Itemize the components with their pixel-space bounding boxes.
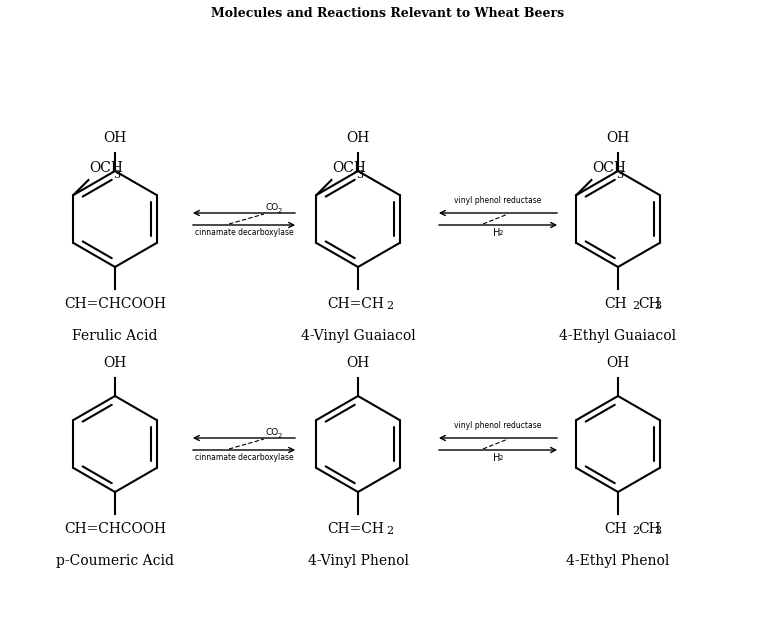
Text: 2: 2 <box>386 526 393 536</box>
Text: p-Coumeric Acid: p-Coumeric Acid <box>56 554 174 568</box>
Text: 2: 2 <box>499 230 504 236</box>
Text: OH: OH <box>346 131 369 145</box>
Text: OH: OH <box>606 131 629 145</box>
Text: CO: CO <box>266 428 279 437</box>
Text: 4-Vinyl Phenol: 4-Vinyl Phenol <box>307 554 408 568</box>
Text: Ferulic Acid: Ferulic Acid <box>72 329 158 343</box>
Text: CH=CH: CH=CH <box>327 297 384 311</box>
Text: H: H <box>493 228 501 238</box>
Text: 3: 3 <box>356 170 363 180</box>
Text: CH=CH: CH=CH <box>327 522 384 536</box>
Text: CH: CH <box>638 297 660 311</box>
Text: OCH: OCH <box>592 161 626 175</box>
Text: 2: 2 <box>499 455 504 461</box>
Text: CH: CH <box>638 522 660 536</box>
Text: cinnamate decarboxylase: cinnamate decarboxylase <box>195 228 293 237</box>
Text: Molecules and Reactions Relevant to Wheat Beers: Molecules and Reactions Relevant to Whea… <box>211 7 565 20</box>
Text: 2: 2 <box>278 208 282 214</box>
Text: 3: 3 <box>616 170 624 180</box>
Text: 4-Ethyl Guaiacol: 4-Ethyl Guaiacol <box>559 329 677 343</box>
Text: 4-Vinyl Guaiacol: 4-Vinyl Guaiacol <box>300 329 415 343</box>
Text: 2: 2 <box>632 301 639 311</box>
Text: vinyl phenol reductase: vinyl phenol reductase <box>454 421 542 430</box>
Text: 3: 3 <box>113 170 120 180</box>
Text: OH: OH <box>103 356 126 370</box>
Text: 2: 2 <box>278 433 282 439</box>
Text: CH: CH <box>605 522 627 536</box>
Text: vinyl phenol reductase: vinyl phenol reductase <box>454 196 542 205</box>
Text: H: H <box>493 453 501 463</box>
Text: CH=CHCOOH: CH=CHCOOH <box>64 297 166 311</box>
Text: 3: 3 <box>654 301 661 311</box>
Text: OH: OH <box>346 356 369 370</box>
Text: 2: 2 <box>386 301 393 311</box>
Text: 2: 2 <box>632 526 639 536</box>
Text: 3: 3 <box>654 526 661 536</box>
Text: OH: OH <box>103 131 126 145</box>
Text: OCH: OCH <box>89 161 123 175</box>
Text: cinnamate decarboxylase: cinnamate decarboxylase <box>195 453 293 462</box>
Text: CO: CO <box>266 203 279 212</box>
Text: OH: OH <box>606 356 629 370</box>
Text: CH=CHCOOH: CH=CHCOOH <box>64 522 166 536</box>
Text: OCH: OCH <box>332 161 366 175</box>
Text: 4-Ethyl Phenol: 4-Ethyl Phenol <box>566 554 670 568</box>
Text: CH: CH <box>605 297 627 311</box>
